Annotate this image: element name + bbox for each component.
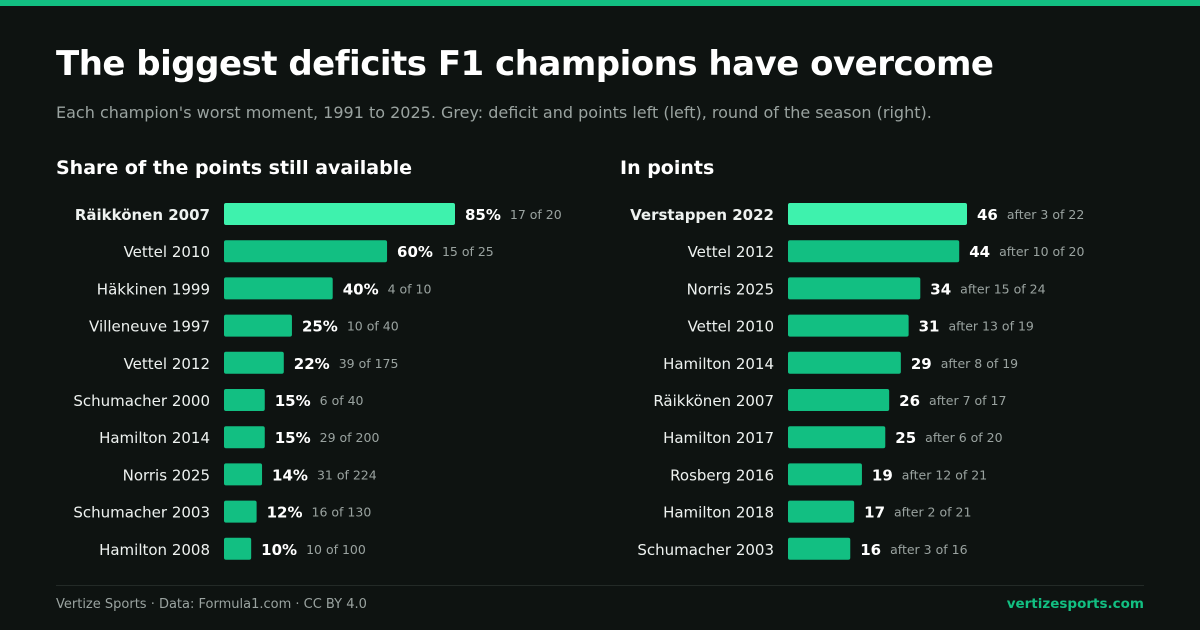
note-label: after 12 of 21: [902, 467, 987, 482]
left-chart-title: Share of the points still available: [56, 157, 413, 179]
category-label: Rosberg 2016: [670, 466, 774, 484]
bar: [788, 277, 921, 300]
bar: [224, 351, 284, 374]
category-label: Häkkinen 1999: [97, 280, 210, 298]
bar: [224, 314, 292, 337]
note-label: after 15 of 24: [960, 281, 1045, 296]
bar: [224, 426, 265, 449]
bar: [224, 240, 388, 263]
value-label: 44: [969, 243, 990, 261]
value-label: 22%: [294, 355, 330, 373]
category-label: Norris 2025: [687, 280, 774, 298]
bar: [788, 463, 862, 486]
category-label: Schumacher 2003: [637, 541, 774, 559]
bar: [788, 537, 851, 560]
value-label: 15%: [275, 392, 311, 410]
category-label: Vettel 2010: [688, 318, 774, 336]
bar: [224, 463, 263, 486]
bar: [788, 351, 901, 374]
category-label: Schumacher 2000: [73, 392, 210, 410]
note-label: 39 of 175: [339, 356, 399, 371]
bar: [224, 203, 455, 225]
value-label: 25%: [302, 318, 338, 336]
footer-credit: Vertize Sports · Data: Formula1.com · CC…: [56, 597, 367, 612]
value-label: 25: [895, 429, 916, 447]
category-label: Hamilton 2018: [663, 504, 774, 522]
note-label: 31 of 224: [317, 467, 377, 482]
note-label: 29 of 200: [320, 430, 380, 445]
note-label: after 7 of 17: [929, 393, 1006, 408]
note-label: after 3 of 16: [890, 542, 967, 557]
note-label: after 8 of 19: [941, 356, 1018, 371]
note-label: 16 of 130: [312, 505, 372, 520]
value-label: 40%: [343, 280, 379, 298]
right-chart-title: In points: [620, 157, 715, 179]
category-label: Norris 2025: [123, 466, 210, 484]
note-label: 10 of 40: [347, 319, 399, 334]
bar: [788, 389, 890, 411]
note-label: after 2 of 21: [894, 505, 971, 520]
bar: [224, 537, 252, 560]
share-chart: Räikkönen 2007 85% 17 of 20 Vettel 2010 60% 1…: [73, 203, 562, 560]
value-label: 10%: [261, 541, 297, 559]
category-label: Räikkönen 2007: [653, 392, 774, 410]
category-label: Hamilton 2008: [99, 541, 210, 559]
bar: [788, 203, 967, 225]
category-label: Schumacher 2003: [73, 504, 210, 522]
bar: [224, 500, 257, 523]
category-label: Vettel 2010: [124, 243, 210, 261]
bar: [788, 500, 855, 523]
page-subtitle: Each champion's worst moment, 1991 to 20…: [56, 103, 932, 122]
category-label: Verstappen 2022: [630, 206, 774, 224]
value-label: 60%: [397, 243, 433, 261]
value-label: 15%: [275, 429, 311, 447]
value-label: 26: [899, 392, 920, 410]
note-label: 4 of 10: [388, 281, 432, 296]
category-label: Hamilton 2014: [99, 429, 210, 447]
top-accent-bar: [0, 0, 1200, 6]
note-label: 10 of 100: [306, 542, 366, 557]
category-label: Villeneuve 1997: [89, 318, 210, 336]
bar: [788, 426, 886, 449]
note-label: after 13 of 19: [949, 319, 1034, 334]
value-label: 29: [911, 355, 932, 373]
category-label: Räikkönen 2007: [75, 206, 210, 224]
points-chart: Verstappen 2022 46 after 3 of 22 Vettel 201…: [630, 203, 1084, 560]
note-label: after 6 of 20: [925, 430, 1002, 445]
note-label: 15 of 25: [442, 244, 494, 259]
value-label: 34: [930, 280, 951, 298]
value-label: 12%: [267, 504, 303, 522]
footer-brand-link[interactable]: vertizesports.com: [1006, 596, 1144, 612]
value-label: 46: [977, 206, 998, 224]
value-label: 14%: [272, 466, 308, 484]
note-label: after 10 of 20: [999, 244, 1084, 259]
value-label: 85%: [465, 206, 501, 224]
bar: [788, 314, 909, 337]
bar: [224, 277, 333, 300]
bar: [224, 389, 265, 411]
note-label: 17 of 20: [510, 207, 562, 222]
value-label: 19: [872, 466, 893, 484]
footer-divider: [56, 585, 1144, 586]
value-label: 17: [864, 504, 885, 522]
category-label: Vettel 2012: [688, 243, 774, 261]
value-label: 31: [919, 318, 940, 336]
bar: [788, 240, 960, 263]
page-title: The biggest deficits F1 champions have o…: [56, 44, 994, 84]
category-label: Hamilton 2017: [663, 429, 774, 447]
category-label: Vettel 2012: [124, 355, 210, 373]
value-label: 16: [860, 541, 881, 559]
category-label: Hamilton 2014: [663, 355, 774, 373]
note-label: 6 of 40: [320, 393, 364, 408]
note-label: after 3 of 22: [1007, 207, 1084, 222]
